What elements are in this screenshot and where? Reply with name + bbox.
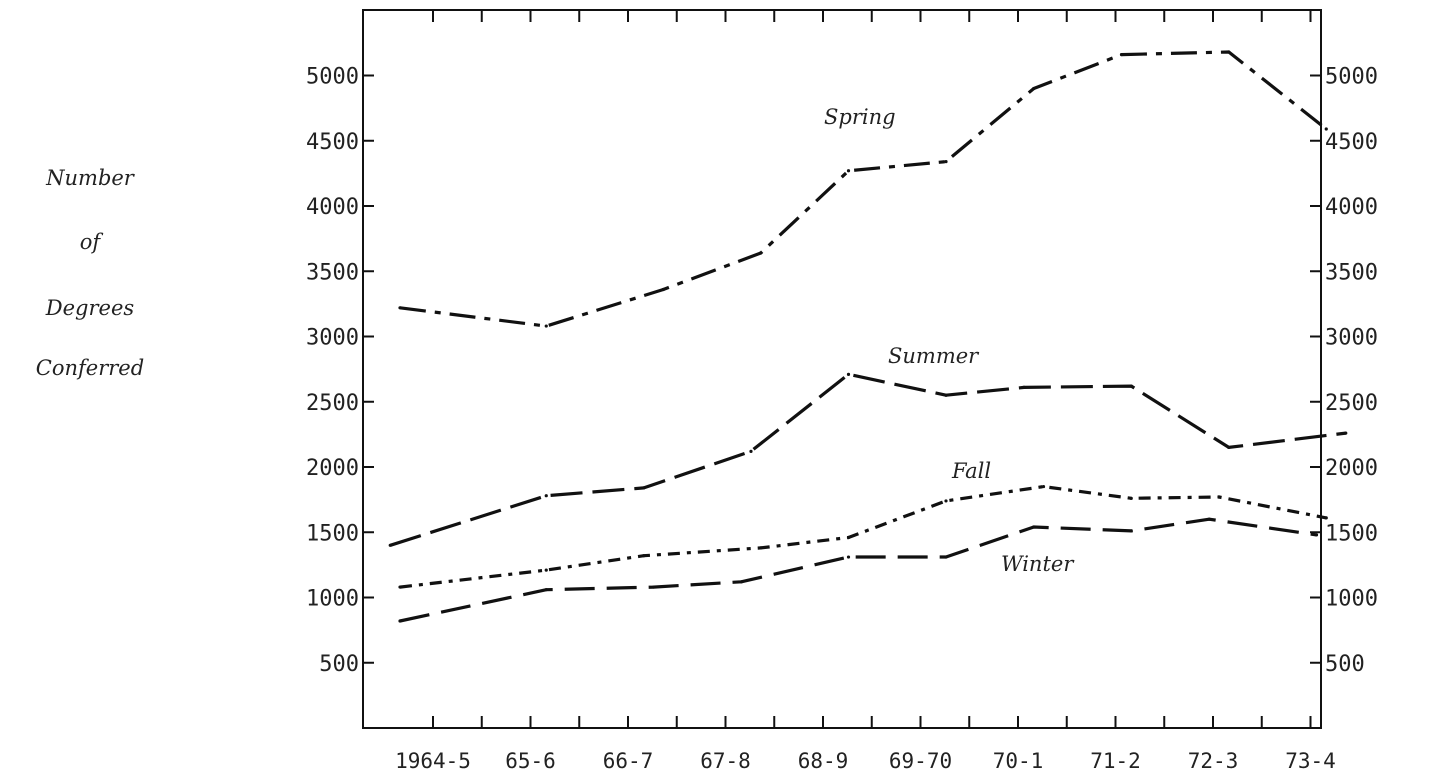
y-axis-left: 500 1000 1500 2000 2500 3000 3500 4000 4500 5000	[306, 65, 374, 677]
y-tick-label-left: 3000	[306, 326, 359, 351]
y-tick-label-right: 3500	[1325, 260, 1378, 285]
y-tick-label-left: 1500	[306, 521, 359, 546]
data-point-summer	[1129, 384, 1133, 388]
data-point-summer	[388, 543, 392, 547]
x-tick-label: 69-70	[889, 749, 952, 773]
y-tick-label-left: 2000	[306, 456, 359, 481]
x-tick-label: 72-3	[1188, 749, 1239, 773]
data-point-summer	[846, 372, 851, 376]
data-point-winter	[944, 555, 948, 559]
y-axis-title-line: Conferred	[35, 356, 145, 380]
x-tick-label: 67-8	[700, 749, 751, 773]
x-tick-label: 66-7	[603, 749, 654, 773]
series-labels: Spring Summer Fall Winter	[824, 105, 1075, 576]
data-point-spring	[1032, 86, 1036, 91]
data-point-spring	[759, 251, 763, 255]
data-point-winter	[1314, 533, 1319, 537]
data-point-fall	[846, 535, 851, 540]
data-point-fall	[642, 554, 646, 558]
data-point-fall	[944, 499, 948, 503]
x-tick-label: 1964-5	[395, 749, 471, 773]
data-point-summer	[1227, 445, 1231, 450]
y-tick-label-left: 4500	[306, 130, 359, 155]
y-tick-label-left: 4000	[306, 195, 359, 220]
y-tick-label-right: 3000	[1325, 326, 1378, 351]
data-point-summer	[749, 449, 753, 453]
x-tick-label: 70-1	[993, 749, 1044, 773]
y-tick-label-right: 5000	[1325, 65, 1378, 90]
y-tick-label-left: 3500	[306, 260, 359, 285]
y-axis-title-line: of	[79, 230, 101, 254]
series-label-summer: Summer	[888, 344, 980, 368]
series-line-fall	[399, 485, 1327, 589]
series-label-fall: Fall	[951, 459, 991, 483]
data-point-winter	[1129, 529, 1133, 533]
y-tick-label-right: 1500	[1325, 521, 1378, 546]
y-tick-label-right: 4000	[1325, 195, 1378, 220]
data-point-spring	[944, 160, 948, 164]
y-tick-label-right: 2500	[1325, 391, 1378, 416]
data-point-winter	[651, 585, 656, 589]
series-label-spring: Spring	[824, 105, 896, 129]
data-point-fall	[1041, 484, 1046, 489]
x-tick-label: 68-9	[798, 749, 849, 773]
data-point-winter	[1032, 525, 1036, 529]
y-tick-label-right: 1000	[1325, 587, 1378, 612]
data-point-fall	[544, 568, 548, 572]
x-tick-label: 71-2	[1090, 749, 1141, 773]
data-point-winter	[846, 555, 851, 559]
data-point-fall	[1129, 496, 1133, 500]
data-point-summer	[642, 486, 646, 490]
x-tick-label: 65-6	[505, 749, 556, 773]
data-point-spring	[1324, 127, 1328, 131]
x-tick-label: 73-4	[1285, 749, 1336, 773]
series-label-winter: Winter	[1001, 552, 1075, 576]
data-point-summer	[544, 494, 548, 498]
series-line-summer	[389, 372, 1346, 547]
y-tick-label-left: 500	[319, 652, 359, 677]
y-tick-label-right: 2000	[1325, 456, 1378, 481]
data-point-winter	[1207, 517, 1211, 521]
data-point-winter	[398, 619, 402, 623]
data-point-fall	[1324, 516, 1328, 520]
y-axis-title-line: Degrees	[45, 296, 135, 320]
data-point-winter	[739, 580, 743, 584]
data-point-spring	[661, 287, 665, 292]
y-axis-title-line: Number	[46, 166, 134, 190]
data-point-summer	[944, 393, 948, 397]
x-axis: 1964-5 65-6 66-7 67-8 68-9 69-70 70-1 71-2 72-3 7…	[395, 10, 1336, 773]
data-point-fall	[398, 585, 402, 589]
data-point-winter	[544, 588, 548, 592]
y-tick-label-left: 5000	[306, 65, 359, 90]
data-point-spring	[846, 169, 851, 173]
y-tick-label-left: 2500	[306, 391, 359, 416]
data-point-summer	[1344, 431, 1348, 435]
y-axis-right: 500 1000 1500 2000 2500 3000 3500 4000 4500 5000	[1310, 65, 1378, 677]
data-point-fall	[1217, 495, 1221, 499]
series-line-spring	[399, 50, 1328, 328]
data-point-spring	[398, 306, 402, 310]
data-point-fall	[759, 546, 763, 550]
y-tick-label-left: 1000	[306, 587, 359, 612]
data-point-spring	[1227, 50, 1231, 54]
series-line-winter	[399, 517, 1317, 623]
data-point-spring	[1119, 53, 1124, 57]
y-tick-label-right: 4500	[1325, 130, 1378, 155]
plot-frame	[362, 9, 1322, 729]
y-tick-label-right: 500	[1325, 652, 1365, 677]
series-layer	[388, 50, 1348, 623]
data-point-spring	[544, 324, 548, 328]
data-point-summer	[1022, 385, 1026, 389]
